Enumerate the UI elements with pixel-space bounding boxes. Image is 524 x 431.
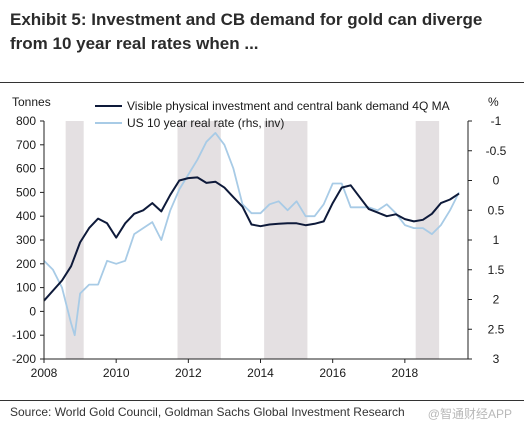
- chart-title: Exhibit 5: Investment and CB demand for …: [10, 10, 483, 53]
- left-tick-label: -100: [12, 328, 36, 342]
- shaded-periods: [65, 121, 440, 359]
- right-tick-label: -0.5: [486, 144, 507, 158]
- chart: -200 -100 0 100 200 300 400 500 600 700 800 -1 -0.5…: [12, 95, 507, 380]
- shaded-period-2: [264, 121, 308, 359]
- left-tick-label: 400: [16, 209, 36, 223]
- x-tick-label: 2016: [319, 366, 346, 380]
- x-tick-label: 2018: [391, 366, 418, 380]
- legend: Visible physical investment and central …: [95, 99, 450, 130]
- shaded-period-1: [177, 121, 221, 359]
- left-tick-label: 800: [16, 114, 36, 128]
- right-tick-label: 2.5: [488, 322, 505, 336]
- right-axis-label: %: [488, 95, 499, 109]
- right-tick-label: 0: [493, 174, 500, 188]
- series-line-real-rate: [43, 132, 460, 337]
- left-tick-label: 300: [16, 233, 36, 247]
- left-tick-label: -200: [12, 352, 36, 366]
- x-tick-label: 2010: [103, 366, 130, 380]
- left-tick-label: 700: [16, 138, 36, 152]
- right-tick-label: 2: [493, 293, 500, 307]
- axes: [43, 121, 469, 360]
- right-tick-label: -1: [491, 114, 502, 128]
- right-axis-ticks: -1 -0.5 0 0.5 1 1.5 2 2.5 3: [468, 114, 507, 366]
- series-lines: [43, 132, 460, 337]
- left-axis-label: Tonnes: [12, 95, 51, 109]
- left-axis-ticks: -200 -100 0 100 200 300 400 500 600 700 800: [12, 114, 44, 366]
- x-axis-ticks: 2008 2010 2012 2014 2016 2018: [31, 359, 419, 380]
- x-tick-label: 2014: [247, 366, 274, 380]
- x-tick-label: 2008: [31, 366, 58, 380]
- shaded-period-3: [415, 121, 440, 359]
- right-tick-label: 1: [493, 233, 500, 247]
- source-note: Source: World Gold Council, Goldman Sach…: [10, 405, 405, 419]
- right-tick-label: 3: [493, 352, 500, 366]
- watermark: @智通财经APP: [427, 407, 512, 421]
- left-tick-label: 0: [29, 304, 36, 318]
- left-tick-label: 200: [16, 257, 36, 271]
- source-rule: [0, 400, 524, 401]
- right-tick-label: 1.5: [488, 263, 505, 277]
- x-tick-label: 2012: [175, 366, 202, 380]
- left-tick-label: 600: [16, 162, 36, 176]
- title-rule: [0, 82, 524, 83]
- left-tick-label: 100: [16, 281, 36, 295]
- legend-label-real-rate: US 10 year real rate (rhs, inv): [127, 116, 284, 130]
- right-tick-label: 0.5: [488, 203, 505, 217]
- left-tick-label: 500: [16, 185, 36, 199]
- legend-label-investment: Visible physical investment and central …: [127, 99, 450, 113]
- series-line-investment: [43, 176, 460, 302]
